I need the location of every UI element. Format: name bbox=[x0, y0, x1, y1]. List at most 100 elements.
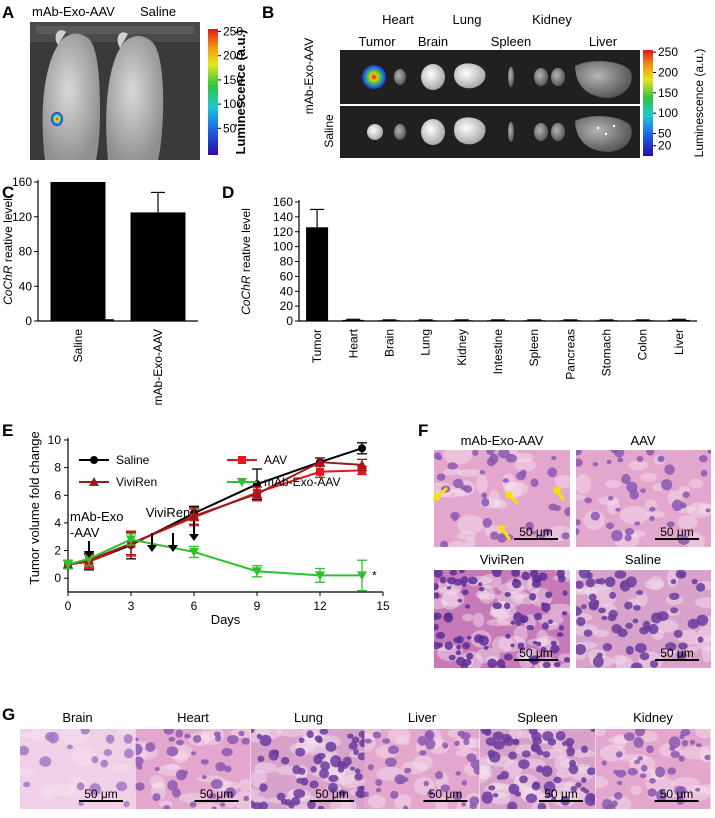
tissue-texture bbox=[472, 612, 485, 628]
tissue-texture bbox=[556, 769, 572, 779]
cell-nucleus bbox=[478, 582, 483, 587]
cell-nucleus bbox=[358, 730, 366, 738]
cell-nucleus bbox=[100, 759, 109, 768]
tissue-texture bbox=[593, 629, 610, 638]
cell-nucleus bbox=[176, 739, 184, 746]
cell-nucleus bbox=[442, 742, 449, 749]
tissue-texture bbox=[513, 625, 528, 643]
tissue-texture bbox=[166, 763, 180, 770]
x-tick-label: Stomach bbox=[600, 329, 614, 376]
cell-nucleus bbox=[563, 657, 570, 663]
cell-nucleus bbox=[609, 591, 617, 600]
tissue-texture bbox=[694, 596, 711, 609]
cell-nucleus bbox=[521, 571, 530, 581]
cell-nucleus bbox=[470, 759, 480, 770]
x-tick-label: Lung bbox=[419, 329, 433, 356]
cell-nucleus bbox=[168, 736, 176, 742]
tissue-texture bbox=[494, 499, 507, 510]
cell-nucleus bbox=[504, 592, 511, 597]
tissue-texture bbox=[457, 469, 483, 477]
histology-label: mAb-Exo-AAV bbox=[461, 433, 544, 448]
y-tick-label: 0 bbox=[54, 571, 61, 585]
cell-nucleus bbox=[449, 570, 458, 576]
histology-tile: 50 μm bbox=[576, 450, 711, 547]
x-tick-label: Tumor bbox=[310, 329, 324, 363]
cell-nucleus bbox=[619, 582, 626, 588]
tissue-texture bbox=[612, 654, 627, 665]
cell-nucleus bbox=[542, 528, 552, 536]
tissue-texture bbox=[672, 777, 700, 788]
cell-nucleus bbox=[224, 765, 232, 773]
tissue-texture bbox=[254, 762, 277, 774]
cell-nucleus bbox=[655, 766, 666, 778]
cell-nucleus bbox=[276, 792, 286, 801]
cell-nucleus bbox=[580, 745, 588, 754]
tissue-texture bbox=[677, 629, 700, 646]
yellow-arrow-head bbox=[498, 524, 508, 533]
y-tick-label: 160 bbox=[12, 175, 32, 189]
cell-nucleus bbox=[530, 530, 537, 535]
cell-nucleus bbox=[478, 586, 485, 592]
tissue-texture bbox=[480, 573, 502, 589]
cell-nucleus bbox=[135, 737, 139, 742]
tissue-texture bbox=[394, 793, 412, 809]
tissue-texture bbox=[695, 729, 711, 739]
scale-bar-label: 50 μm bbox=[429, 787, 463, 801]
bar bbox=[450, 320, 473, 321]
cell-nucleus bbox=[190, 751, 197, 756]
tissue-texture bbox=[559, 662, 570, 668]
cell-nucleus bbox=[561, 611, 568, 616]
cell-nucleus bbox=[634, 729, 646, 737]
cell-nucleus bbox=[613, 769, 619, 775]
cell-nucleus bbox=[238, 730, 245, 737]
cell-nucleus bbox=[163, 729, 174, 735]
colorbar-tick-label: 100 bbox=[658, 106, 678, 120]
cell-nucleus bbox=[403, 767, 412, 774]
cell-nucleus bbox=[135, 743, 143, 756]
cell-nucleus bbox=[568, 764, 579, 775]
cell-nucleus bbox=[486, 450, 495, 456]
cell-nucleus bbox=[497, 533, 507, 543]
x-tick-label: Intestine bbox=[491, 329, 505, 375]
cell-nucleus bbox=[615, 769, 627, 778]
tissue-texture bbox=[501, 473, 515, 491]
tissue-texture bbox=[20, 768, 36, 776]
data-point bbox=[315, 457, 325, 467]
scale-bar-label: 50 μm bbox=[315, 787, 349, 801]
cell-nucleus bbox=[461, 582, 467, 587]
y-tick-label: 6 bbox=[54, 488, 61, 502]
cell-nucleus bbox=[625, 645, 634, 655]
cell-nucleus bbox=[446, 577, 457, 585]
tissue-texture bbox=[442, 468, 463, 476]
cell-nucleus bbox=[280, 756, 290, 765]
bar bbox=[414, 320, 437, 321]
y-tick-label: 100 bbox=[273, 240, 293, 254]
x-tick-label: Pancreas bbox=[563, 329, 577, 380]
cell-nucleus bbox=[634, 642, 647, 653]
legend-label: Saline bbox=[116, 453, 150, 467]
cell-nucleus bbox=[636, 455, 644, 463]
histology-tile: 50 μm bbox=[434, 450, 570, 547]
tissue-texture bbox=[489, 609, 507, 618]
cell-nucleus bbox=[434, 613, 439, 621]
cell-nucleus bbox=[300, 777, 309, 786]
cell-nucleus bbox=[346, 733, 354, 739]
cell-nucleus bbox=[670, 579, 677, 585]
x-axis-label: Days bbox=[211, 612, 241, 627]
x-tick-label: mAb-Exo-AAV bbox=[151, 329, 165, 405]
cell-nucleus bbox=[592, 461, 599, 467]
cell-nucleus bbox=[695, 787, 701, 792]
cell-nucleus bbox=[624, 528, 635, 536]
cell-nucleus bbox=[123, 734, 133, 744]
cell-nucleus bbox=[557, 575, 566, 583]
yellow-arrow bbox=[556, 491, 566, 501]
cell-nucleus bbox=[486, 457, 496, 467]
cell-nucleus bbox=[192, 735, 202, 743]
cell-nucleus bbox=[543, 781, 556, 793]
cell-nucleus bbox=[464, 604, 471, 609]
tissue-texture bbox=[513, 452, 534, 463]
cell-nucleus bbox=[456, 644, 461, 650]
cell-nucleus bbox=[679, 734, 685, 740]
cell-nucleus bbox=[553, 505, 562, 512]
tile-background bbox=[20, 729, 135, 809]
